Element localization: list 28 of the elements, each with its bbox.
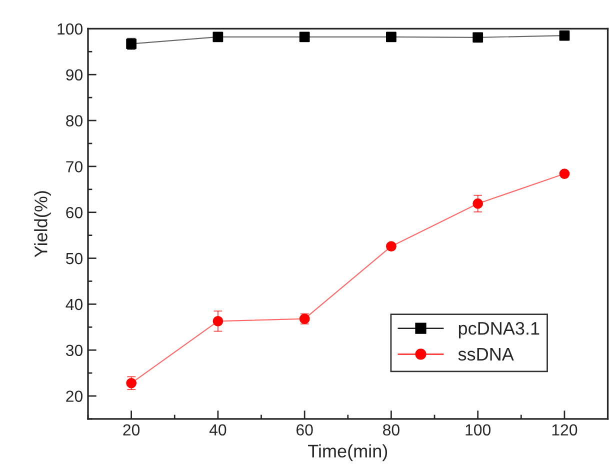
point <box>559 30 570 41</box>
y-tick-label: 20 <box>66 390 83 402</box>
y-axis-title: Yield(%) <box>34 191 51 258</box>
y-tick-label: 80 <box>66 115 83 126</box>
y-tick-label: 50 <box>66 252 83 264</box>
point <box>472 32 484 43</box>
y-tick-label: 90 <box>66 69 83 81</box>
x-tick-label: 60 <box>296 424 313 436</box>
point <box>386 32 396 42</box>
point <box>212 316 224 326</box>
x-tick-label: 80 <box>383 424 400 436</box>
point <box>299 32 310 42</box>
legend-label: ssDNA <box>458 348 514 361</box>
x-tick-label: 40 <box>209 424 226 436</box>
point <box>559 168 570 179</box>
point <box>386 241 396 252</box>
y-tick-label: 40 <box>66 298 83 310</box>
y-tick-label: 60 <box>66 206 83 218</box>
x-tick-label: 100 <box>466 424 491 436</box>
legend-label: pcDNA3.1 <box>458 322 540 338</box>
x-axis-title: Time(min) <box>308 444 388 462</box>
y-tick-label: 30 <box>66 344 83 356</box>
point <box>472 198 484 209</box>
y-tick-label: 70 <box>66 161 83 172</box>
y-tick-label: 100 <box>58 23 83 35</box>
x-tick-label: 20 <box>123 424 140 436</box>
point <box>212 32 224 42</box>
x-tick-label: 120 <box>552 424 578 436</box>
